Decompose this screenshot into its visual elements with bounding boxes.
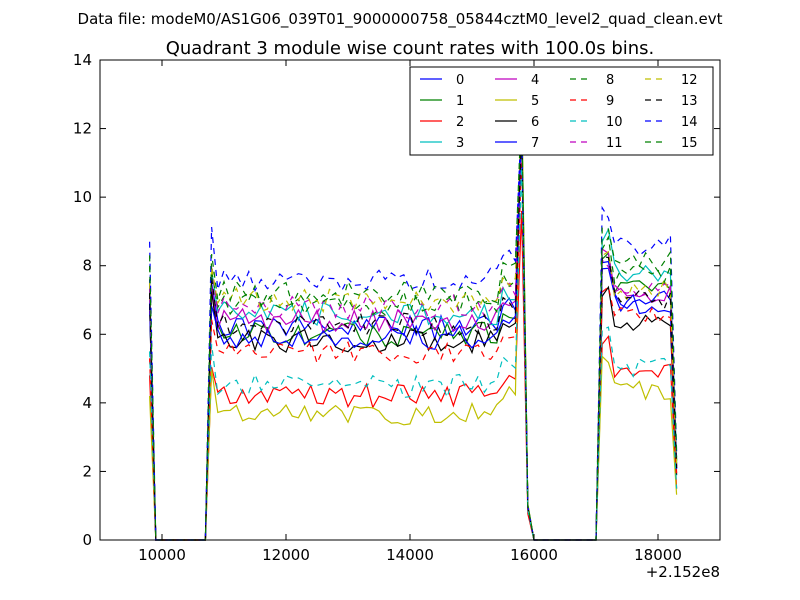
legend-label-4: 4 — [531, 73, 539, 88]
legend-label-8: 8 — [606, 73, 614, 88]
legend-label-7: 7 — [531, 136, 539, 151]
legend-label-13: 13 — [681, 94, 698, 109]
y-tick-label: 4 — [82, 394, 92, 412]
chart-title: Quadrant 3 module wise count rates with … — [166, 38, 655, 59]
y-tick-label: 0 — [82, 531, 92, 549]
y-tick-label: 2 — [82, 462, 92, 480]
legend-label-15: 15 — [681, 136, 698, 151]
datafile-label: Data file: modeM0/AS1G06_039T01_90000007… — [78, 10, 723, 29]
series-line-10 — [149, 166, 678, 541]
legend-label-10: 10 — [606, 115, 623, 130]
legend-label-5: 5 — [531, 94, 539, 109]
legend-label-0: 0 — [456, 73, 464, 88]
x-tick-label: 16000 — [510, 546, 558, 564]
x-tick-label: 18000 — [634, 546, 682, 564]
x-tick-label: 12000 — [262, 546, 310, 564]
y-tick-label: 6 — [82, 325, 92, 343]
series-line-8 — [149, 118, 678, 541]
legend-label-14: 14 — [681, 115, 698, 130]
x-tick-label: 10000 — [138, 546, 186, 564]
legend-label-9: 9 — [606, 94, 614, 109]
y-tick-label: 12 — [73, 120, 92, 138]
legend-label-12: 12 — [681, 73, 698, 88]
series-line-9 — [149, 162, 678, 541]
legend-label-1: 1 — [456, 94, 464, 109]
legend-label-6: 6 — [531, 115, 539, 130]
legend-box — [409, 66, 714, 156]
y-tick-label: 14 — [73, 51, 92, 69]
y-tick-label: 8 — [82, 257, 92, 275]
x-offset-label: +2.152e8 — [646, 563, 720, 581]
x-tick-label: 14000 — [386, 546, 434, 564]
legend-label-3: 3 — [456, 136, 464, 151]
legend-label-2: 2 — [456, 115, 464, 130]
legend-label-11: 11 — [606, 136, 623, 151]
y-tick-label: 10 — [73, 188, 92, 206]
